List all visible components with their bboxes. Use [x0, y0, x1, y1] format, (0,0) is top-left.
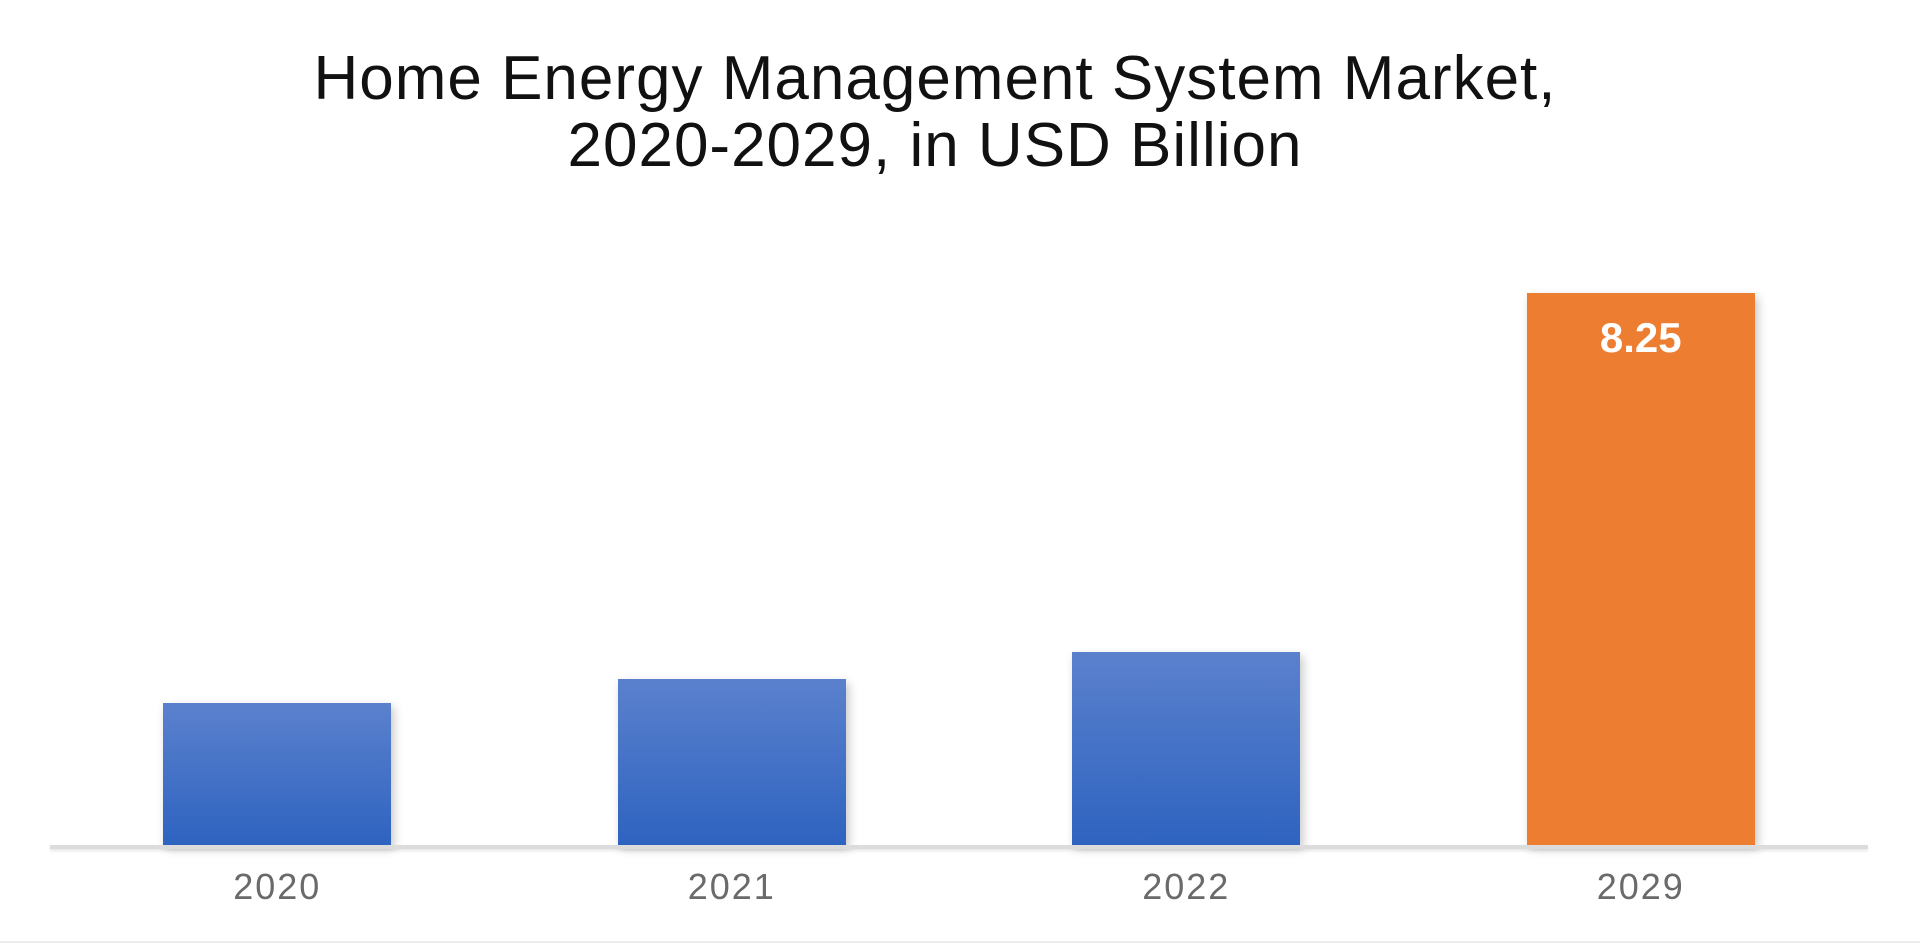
bar-slot: 8.25 2029	[1414, 293, 1869, 905]
plot-area: 2020 2021 2022 8.25 2029	[50, 293, 1869, 905]
bar	[617, 679, 846, 845]
category-label: 2021	[687, 866, 776, 907]
bar	[1072, 652, 1301, 845]
bar: 8.25	[1526, 293, 1755, 845]
bar-data-label: 8.25	[1599, 314, 1682, 361]
category-label: 2022	[1142, 866, 1231, 907]
bar-slot: 2021	[505, 293, 960, 905]
chart-title: Home Energy Management System Market, 20…	[313, 44, 1557, 180]
bar-slot: 2022	[959, 293, 1414, 905]
bar	[163, 703, 392, 845]
category-label: 2020	[233, 866, 322, 907]
x-axis-line	[50, 845, 1868, 849]
category-label: 2029	[1596, 866, 1685, 907]
bar-slot: 2020	[50, 293, 505, 905]
